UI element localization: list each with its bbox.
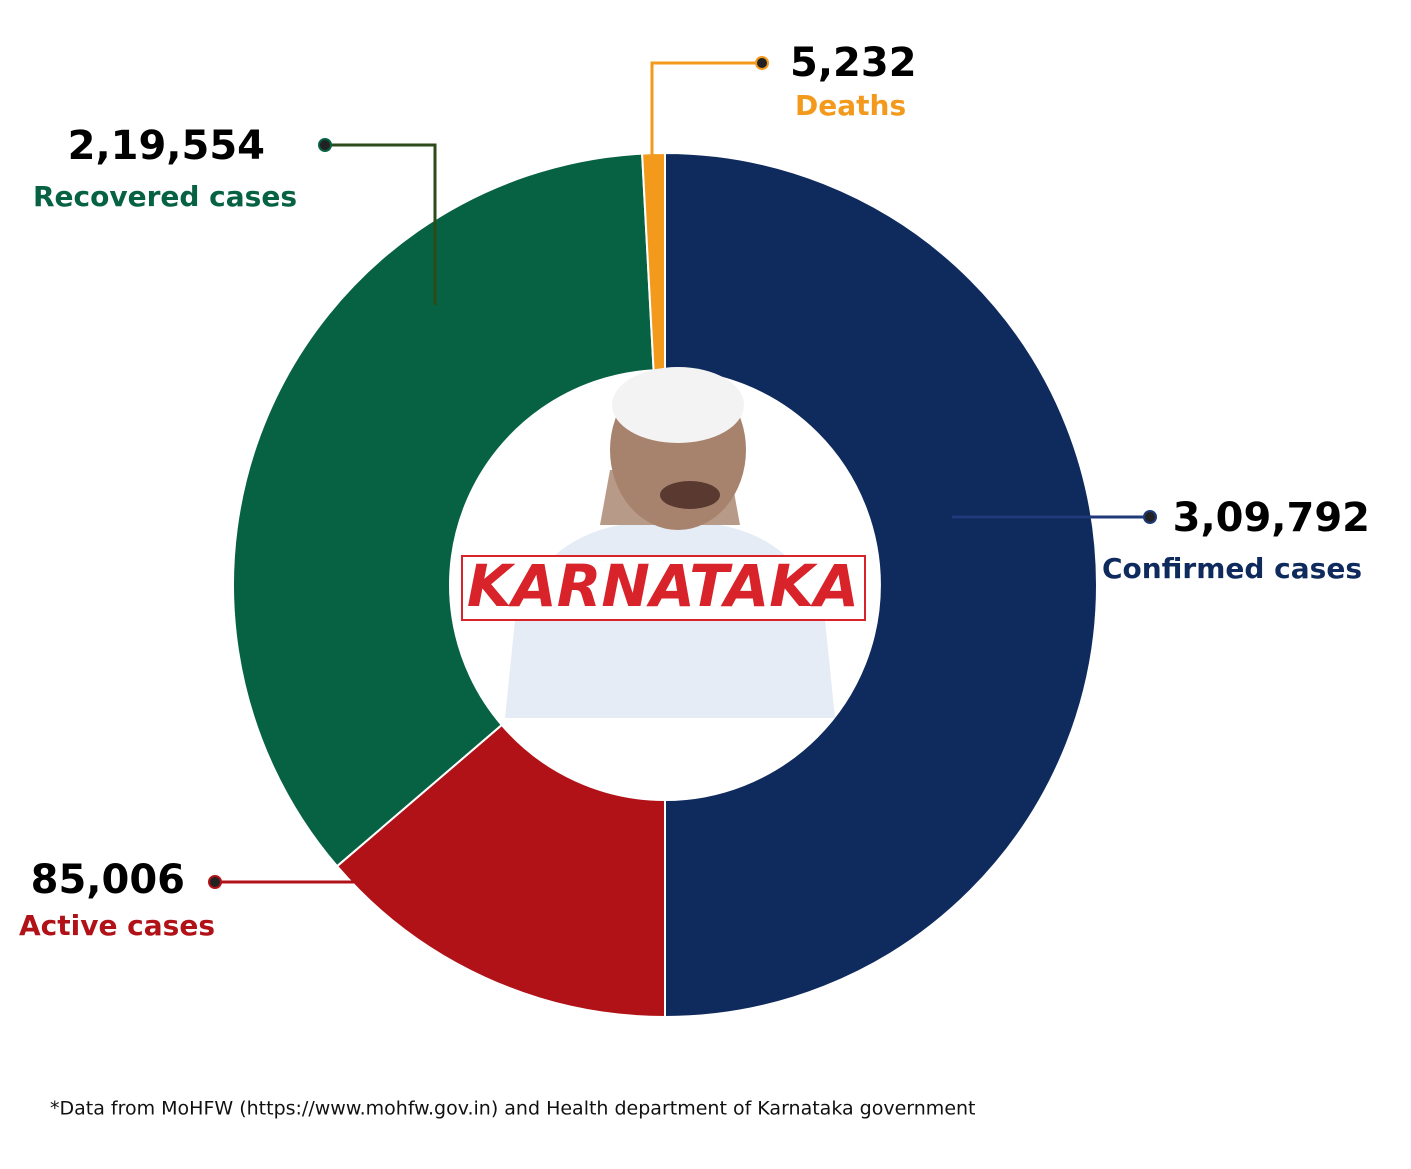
value-label: 5,232: [790, 40, 917, 86]
leader-dot: [318, 138, 332, 152]
footnote: *Data from MoHFW (https://www.mohfw.gov.…: [50, 1098, 976, 1120]
category-label: Active cases: [19, 909, 215, 942]
labels: 3,09,792 Confirmed cases 85,006 Active case…: [19, 40, 1370, 942]
value-label: 2,19,554: [68, 123, 265, 169]
center-label: KARNATAKA: [467, 552, 859, 620]
leader-dot: [208, 875, 222, 889]
leader-dot: [1143, 510, 1157, 524]
slice: [664, 151, 1098, 1019]
category-label: Recovered cases: [33, 180, 297, 213]
slices: [232, 151, 1098, 1019]
leader-line: [325, 143, 437, 305]
slice: [232, 152, 655, 868]
category-label: Deaths: [795, 89, 906, 122]
category-label: Confirmed cases: [1102, 552, 1362, 585]
center-label-box: [461, 555, 866, 621]
leader-dot: [755, 56, 769, 70]
leader-line: [650, 61, 762, 225]
center-photo: [505, 367, 835, 718]
value-label: 85,006: [31, 857, 185, 903]
value-label: 3,09,792: [1173, 495, 1370, 541]
slice: [335, 723, 666, 1019]
